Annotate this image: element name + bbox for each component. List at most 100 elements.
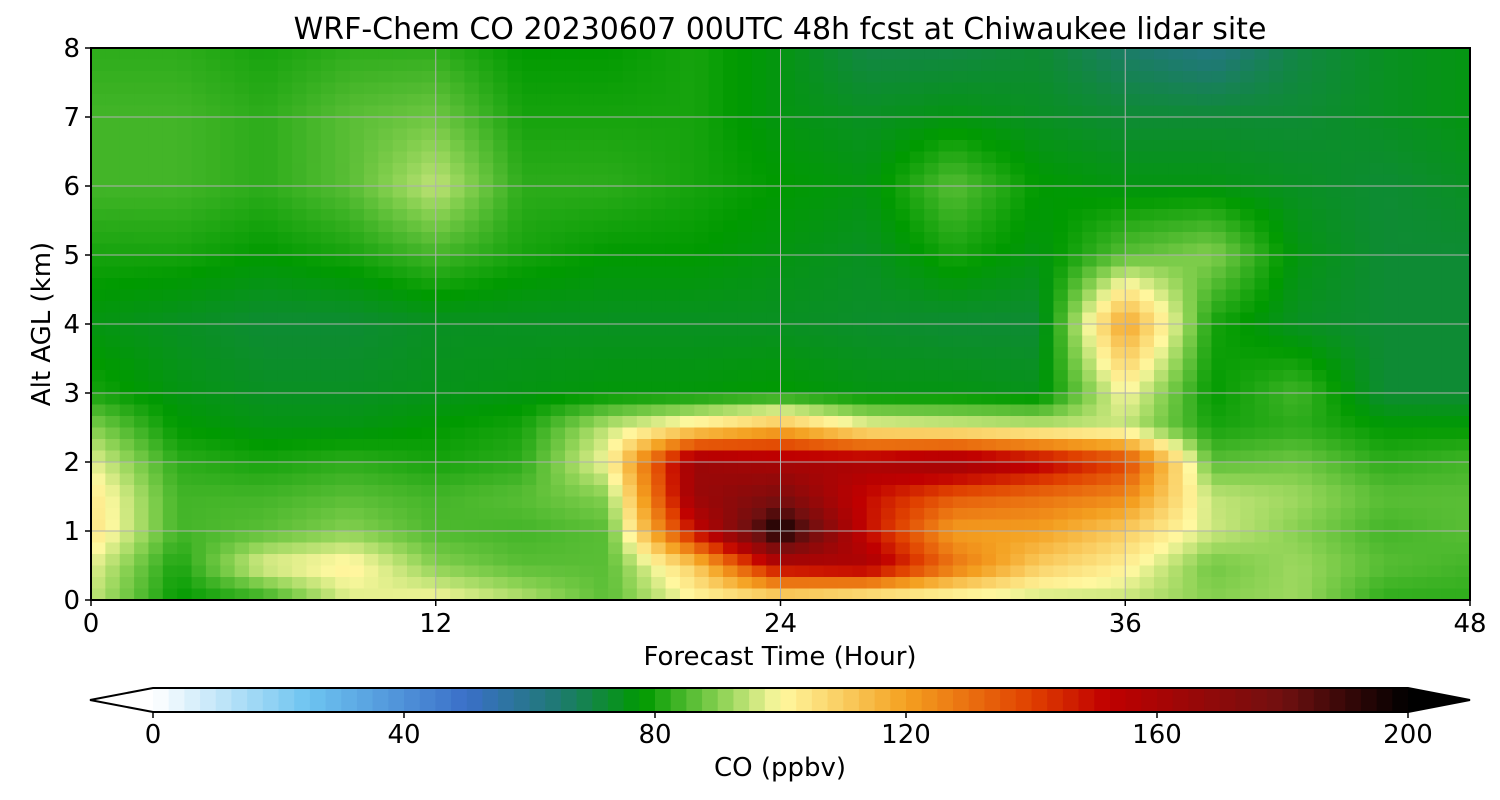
heatmap-cell [1283, 565, 1299, 578]
heatmap-cell [1297, 370, 1313, 383]
heatmap-cell [1283, 266, 1299, 279]
heatmap-cell [550, 174, 566, 187]
heatmap-cell [593, 485, 609, 498]
heatmap-cell [1082, 278, 1098, 291]
heatmap-cell [162, 140, 178, 153]
heatmap-cell [837, 266, 853, 279]
heatmap-cell [234, 473, 250, 486]
heatmap-cell [191, 278, 207, 291]
heatmap-cell [1283, 381, 1299, 394]
heatmap-cell [277, 485, 293, 498]
heatmap-cell [134, 439, 150, 452]
heatmap-cell [507, 220, 523, 233]
heatmap-cell [1297, 186, 1313, 199]
heatmap-cell [1067, 565, 1083, 578]
heatmap-cell [1441, 289, 1457, 302]
heatmap-cell [292, 48, 308, 61]
heatmap-cell [1426, 588, 1442, 600]
heatmap-cell [177, 82, 193, 95]
heatmap-cell [407, 301, 422, 314]
heatmap-cell [91, 404, 106, 417]
heatmap-cell [277, 174, 293, 187]
heatmap-cell [1096, 370, 1112, 383]
heatmap-cell [1125, 381, 1141, 394]
heatmap-cell [924, 324, 940, 337]
heatmap-cell [679, 542, 695, 555]
heatmap-cell [550, 347, 566, 360]
heatmap-cell [177, 565, 193, 578]
heatmap-cell [794, 48, 810, 61]
heatmap-cell [1297, 312, 1313, 325]
heatmap-cell [837, 243, 853, 256]
heatmap-cell [91, 462, 106, 475]
heatmap-cell [450, 186, 466, 199]
heatmap-cell [1067, 324, 1083, 337]
heatmap-cell [1211, 393, 1227, 406]
heatmap-cell [105, 450, 121, 463]
heatmap-cell [205, 531, 221, 544]
heatmap-cell [277, 577, 293, 590]
heatmap-cell [1240, 255, 1256, 268]
heatmap-cell [320, 577, 336, 590]
heatmap-cell [148, 59, 164, 72]
heatmap-cell [593, 462, 609, 475]
heatmap-cell [579, 485, 595, 498]
heatmap-cell [177, 59, 193, 72]
heatmap-cell [737, 370, 753, 383]
heatmap-cell [349, 163, 365, 176]
heatmap-cell [536, 439, 552, 452]
heatmap-cell [751, 105, 767, 118]
heatmap-cell [220, 117, 236, 130]
heatmap-cell [1010, 289, 1026, 302]
heatmap-cell [852, 404, 868, 417]
heatmap-cell [1153, 163, 1169, 176]
heatmap-cell [1039, 577, 1055, 590]
heatmap-cell [708, 565, 724, 578]
heatmap-cell [220, 577, 236, 590]
heatmap-cell [565, 232, 580, 245]
heatmap-cell [608, 243, 624, 256]
heatmap-cell [205, 278, 221, 291]
heatmap-cell [1369, 117, 1385, 130]
heatmap-cell [608, 174, 624, 187]
heatmap-cell [794, 82, 810, 95]
heatmap-cell [493, 381, 509, 394]
heatmap-cell [1067, 94, 1083, 107]
heatmap-cell [148, 232, 164, 245]
heatmap-cell [895, 232, 911, 245]
heatmap-cell [1283, 427, 1299, 440]
heatmap-cell [1168, 301, 1184, 314]
heatmap-cell [794, 370, 810, 383]
heatmap-cell [1326, 105, 1342, 118]
heatmap-cell [852, 117, 868, 130]
heatmap-cell [794, 554, 810, 567]
heatmap-cell [1297, 128, 1313, 141]
heatmap-cell [521, 243, 537, 256]
heatmap-cell [881, 542, 897, 555]
heatmap-cell [1010, 335, 1026, 348]
heatmap-cell [895, 588, 911, 600]
heatmap-cell [105, 347, 121, 360]
heatmap-cell [1225, 416, 1241, 429]
heatmap-cell [809, 508, 825, 521]
heatmap-cell [1211, 232, 1227, 245]
heatmap-cell [363, 577, 379, 590]
heatmap-cell [636, 358, 652, 371]
heatmap-cell [1225, 48, 1241, 61]
heatmap-cell [1455, 220, 1470, 233]
heatmap-cell [292, 140, 308, 153]
heatmap-cell [191, 82, 207, 95]
heatmap-cell [981, 358, 997, 371]
heatmap-cell [895, 324, 911, 337]
heatmap-cell [421, 577, 437, 590]
heatmap-cell [1311, 209, 1327, 222]
heatmap-cell [134, 197, 150, 210]
heatmap-cell [679, 105, 695, 118]
heatmap-cell [565, 485, 580, 498]
heatmap-cell [938, 232, 954, 245]
heatmap-cell [363, 312, 379, 325]
heatmap-cell [593, 174, 609, 187]
heatmap-cell [1340, 519, 1356, 532]
heatmap-cell [1168, 450, 1184, 463]
heatmap-cell [823, 358, 839, 371]
